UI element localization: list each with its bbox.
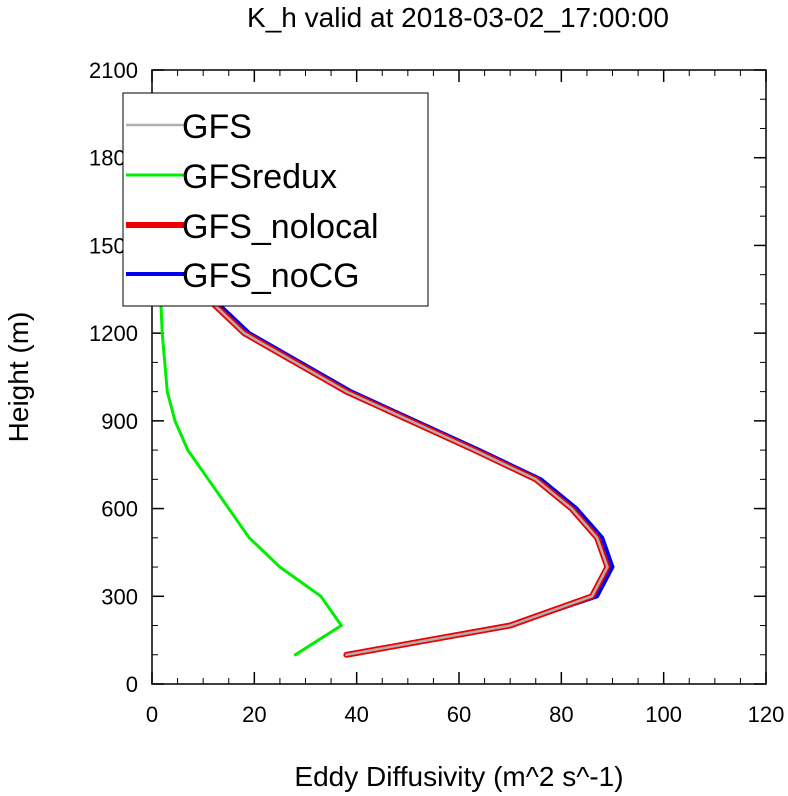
y-axis-label: Height (m) bbox=[3, 312, 34, 443]
x-tick-label: 120 bbox=[748, 702, 785, 727]
x-tick-label: 0 bbox=[146, 702, 158, 727]
legend-label: GFSredux bbox=[182, 158, 337, 196]
legend: GFS GFSredux GFS_nolocal GFS_noCG bbox=[122, 92, 429, 307]
x-tick-label: 100 bbox=[645, 702, 682, 727]
x-tick-label: 40 bbox=[344, 702, 368, 727]
y-tick-label: 300 bbox=[101, 584, 138, 609]
chart-title: K_h valid at 2018-03-02_17:00:00 bbox=[247, 2, 669, 33]
legend-label: GFS_nolocal bbox=[182, 208, 379, 246]
y-tick-label: 2100 bbox=[89, 58, 138, 83]
x-tick-label: 60 bbox=[447, 702, 471, 727]
y-tick-label: 0 bbox=[126, 672, 138, 697]
y-tick-label: 1200 bbox=[89, 321, 138, 346]
x-tick-label: 20 bbox=[242, 702, 266, 727]
legend-label: GFS_noCG bbox=[182, 257, 360, 295]
x-tick-label: 80 bbox=[549, 702, 573, 727]
y-tick-label: 600 bbox=[101, 497, 138, 522]
legend-box bbox=[122, 92, 429, 307]
x-axis-label: Eddy Diffusivity (m^2 s^-1) bbox=[294, 761, 623, 792]
legend-label: GFS bbox=[182, 108, 252, 146]
y-tick-label: 900 bbox=[101, 409, 138, 434]
